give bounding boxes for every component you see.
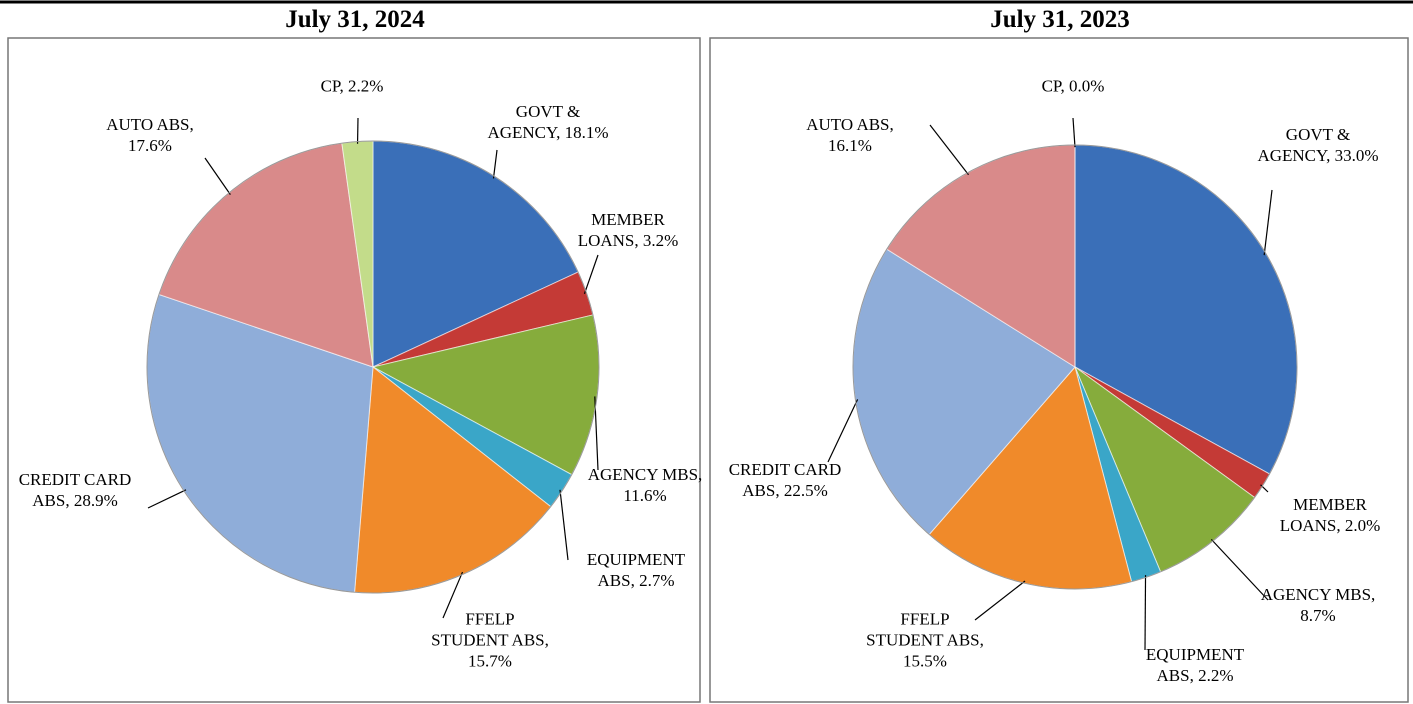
value-label: 2.2% — [1198, 666, 1234, 685]
leader-line — [974, 580, 1026, 621]
value-label: 15.7% — [468, 651, 512, 671]
data-label: MEMBER LOANS, 3.2% — [564, 209, 692, 251]
chart-title: July 31, 2023 — [990, 6, 1130, 33]
data-label: MEMBER LOANS, 2.0% — [1266, 494, 1394, 536]
panel-border — [709, 37, 1409, 703]
data-label: CP, 0.0% — [1009, 76, 1137, 97]
category-label: CP, — [320, 76, 344, 96]
leader-line — [204, 157, 231, 195]
data-label: GOVT & AGENCY, 33.0% — [1254, 124, 1382, 166]
value-label: 11.6% — [623, 486, 667, 505]
chart-title: July 31, 2024 — [285, 6, 425, 33]
leader-line — [583, 254, 599, 295]
data-label: CREDIT CARD ABS, 22.5% — [721, 459, 849, 501]
category-label: AUTO ABS, — [806, 115, 894, 134]
leader-line — [827, 399, 859, 463]
data-label: AGENCY MBS, 8.7% — [1254, 584, 1382, 626]
data-label: FFELP STUDENT ABS, 15.7% — [426, 609, 554, 672]
value-label: 2.0% — [1344, 516, 1381, 535]
category-label: EQUIPMENT ABS, — [586, 550, 686, 590]
data-label: AGENCY MBS, 11.6% — [581, 464, 709, 506]
value-label: 8.7% — [1300, 606, 1336, 625]
value-label: 28.9% — [73, 491, 118, 510]
value-label: 2.7% — [639, 571, 675, 590]
category-label: FFELP STUDENT ABS, — [431, 609, 549, 650]
leader-line — [559, 489, 569, 561]
pie-outline — [852, 144, 1298, 590]
category-label: GOVT & AGENCY, — [1257, 125, 1351, 165]
value-label: 18.1% — [564, 123, 609, 142]
pie-outline — [146, 140, 600, 594]
category-label: GOVT & AGENCY, — [487, 102, 581, 142]
data-label: CP, 2.2% — [288, 76, 416, 97]
value-label: 17.6% — [128, 136, 172, 155]
category-label: CREDIT CARD ABS, — [728, 460, 842, 500]
leader-line — [1072, 117, 1076, 148]
leader-line — [1260, 484, 1269, 493]
category-label: FFELP STUDENT ABS, — [866, 609, 984, 650]
value-label: 3.2% — [642, 231, 679, 250]
data-label: GOVT & AGENCY, 18.1% — [484, 101, 612, 143]
value-label: 22.5% — [783, 481, 828, 500]
leader-line — [147, 489, 187, 509]
data-label: FFELP STUDENT ABS, 15.5% — [861, 609, 989, 672]
category-label: AUTO ABS, — [106, 115, 194, 134]
value-label: 33.0% — [1334, 146, 1379, 165]
value-label: 15.5% — [903, 651, 947, 671]
data-label: AUTO ABS, 17.6% — [86, 114, 214, 156]
leader-line — [1144, 575, 1147, 651]
category-label: MEMBER LOANS, — [577, 210, 665, 250]
category-label: MEMBER LOANS, — [1279, 495, 1367, 535]
leader-line — [1263, 189, 1273, 256]
data-label: EQUIPMENT ABS, 2.2% — [1131, 644, 1259, 686]
value-label: 0.0% — [1069, 76, 1105, 96]
category-label: EQUIPMENT ABS, — [1145, 645, 1245, 685]
value-label: 2.2% — [348, 76, 384, 96]
leader-line — [442, 571, 464, 619]
value-label: 16.1% — [828, 136, 872, 155]
category-label: CREDIT CARD ABS, — [18, 470, 132, 510]
category-label: AGENCY MBS, — [587, 465, 703, 484]
leader-line — [1210, 538, 1269, 601]
data-label: AUTO ABS, 16.1% — [786, 114, 914, 156]
category-label: CP, — [1041, 76, 1065, 96]
leader-line — [492, 149, 498, 179]
leader-line — [929, 124, 969, 176]
data-label: EQUIPMENT ABS, 2.7% — [572, 549, 700, 591]
category-label: AGENCY MBS, — [1260, 585, 1376, 604]
panel-border — [7, 37, 701, 703]
data-label: CREDIT CARD ABS, 28.9% — [11, 469, 139, 511]
